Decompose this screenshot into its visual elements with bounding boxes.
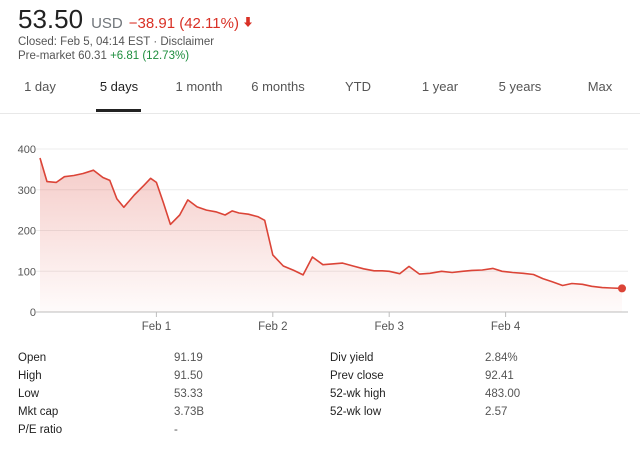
current-price: 53.50 xyxy=(18,4,84,34)
stat-row: High 91.50 Prev close 92.41 xyxy=(0,370,640,388)
stat-prev-close-value: 92.41 xyxy=(485,370,514,382)
stat-low-value: 53.33 xyxy=(174,388,203,400)
stat-div-yield-value: 2.84% xyxy=(485,352,518,364)
stat-prev-close-label: Prev close xyxy=(330,370,384,382)
separator-dot: · xyxy=(153,36,158,48)
stat-52wk-high-label: 52-wk high xyxy=(330,388,386,400)
stat-52wk-high-value: 483.00 xyxy=(485,388,521,400)
stat-mkt-cap-label: Mkt cap xyxy=(18,406,59,418)
x-axis: Feb 1 Feb 2 Feb 3 Feb 4 xyxy=(142,312,521,333)
range-tabs: 1 day 5 days 1 month 6 months YTD 1 year… xyxy=(0,74,640,112)
stat-open-value: 91.19 xyxy=(174,352,203,364)
stat-row: Open 91.19 Div yield 2.84% xyxy=(0,352,640,370)
disclaimer-link[interactable]: Disclaimer xyxy=(160,36,215,48)
stat-open-label: Open xyxy=(18,352,47,364)
premarket-change: +6.81 (12.73%) xyxy=(110,50,190,62)
closed-time: Closed: Feb 5, 04:14 EST xyxy=(18,36,151,48)
x-tick-label: Feb 3 xyxy=(374,321,403,333)
currency-code: USD xyxy=(91,15,123,32)
premarket-line: Pre-market 60.31 +6.81 (12.73%) xyxy=(18,50,189,62)
stat-mkt-cap-value: 3.73B xyxy=(174,406,205,418)
last-price-dot xyxy=(618,284,626,293)
stat-52wk-low-label: 52-wk low xyxy=(330,406,382,418)
stat-row: Mkt cap 3.73B 52-wk low 2.57 xyxy=(0,406,640,424)
stat-high-value: 91.50 xyxy=(174,370,203,382)
price-header: 53.50 USD −38.91 (42.11%) xyxy=(18,4,253,34)
stat-row: Low 53.33 52-wk high 483.00 xyxy=(0,388,640,406)
stat-row: P/E ratio - xyxy=(0,424,640,442)
stat-div-yield-label: Div yield xyxy=(330,352,374,364)
tab-6-months[interactable]: 6 months xyxy=(251,79,305,94)
stat-52wk-low-value: 2.57 xyxy=(485,406,508,418)
down-arrow-icon xyxy=(243,15,253,31)
price-chart[interactable]: 0 100 200 300 400 Feb 1 Feb 2 Feb 3 Feb 4 xyxy=(0,114,640,344)
x-tick-label: Feb 4 xyxy=(491,321,521,333)
active-tab-indicator xyxy=(96,109,141,112)
tab-5-days[interactable]: 5 days xyxy=(99,79,139,94)
stat-high-label: High xyxy=(18,370,42,382)
price-change: −38.91 (42.11%) xyxy=(128,15,239,32)
y-axis: 0 100 200 300 400 xyxy=(18,144,36,319)
tab-ytd[interactable]: YTD xyxy=(345,79,371,94)
tab-1-day[interactable]: 1 day xyxy=(24,79,56,94)
tab-max[interactable]: Max xyxy=(587,79,613,94)
price-line xyxy=(39,157,623,290)
x-tick-label: Feb 2 xyxy=(258,321,287,333)
stat-pe-ratio-label: P/E ratio xyxy=(18,424,63,436)
price-area-fill xyxy=(40,158,622,312)
y-tick-label: 100 xyxy=(18,266,36,278)
y-tick-label: 0 xyxy=(30,307,36,319)
closed-status-line: Closed: Feb 5, 04:14 EST · Disclaimer xyxy=(18,36,214,48)
y-tick-label: 400 xyxy=(18,144,36,156)
tab-1-year[interactable]: 1 year xyxy=(421,79,459,94)
stat-low-label: Low xyxy=(18,388,40,400)
stat-pe-ratio-value: - xyxy=(174,424,178,436)
y-tick-label: 300 xyxy=(18,185,36,197)
tab-5-years[interactable]: 5 years xyxy=(498,79,542,94)
premarket-price: Pre-market 60.31 xyxy=(18,50,107,62)
down-arrow-icon-svg xyxy=(243,17,252,27)
tabs-divider xyxy=(0,113,640,114)
tab-1-month[interactable]: 1 month xyxy=(175,79,223,94)
y-tick-label: 200 xyxy=(18,226,36,238)
x-tick-label: Feb 1 xyxy=(142,321,171,333)
